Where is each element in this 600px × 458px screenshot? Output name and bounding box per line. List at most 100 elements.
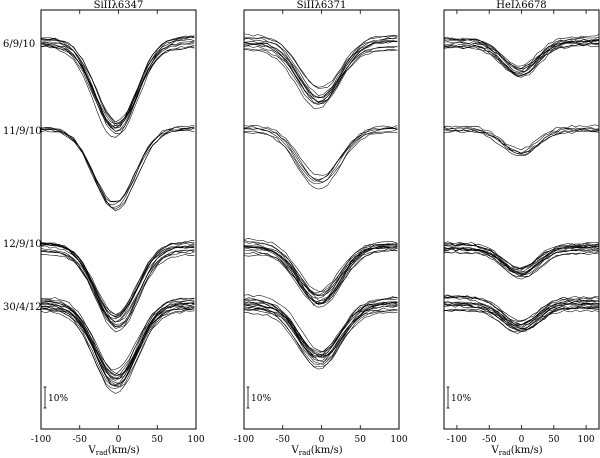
profile-0-2-3 — [40, 249, 195, 333]
profile-2-3-3 — [443, 309, 600, 335]
profile-2-2-10 — [444, 243, 600, 270]
profile-0-1-2 — [40, 127, 195, 203]
profile-0-2-12 — [40, 241, 195, 317]
profile-1-2-0 — [243, 249, 398, 305]
profile-2-0-11 — [443, 34, 600, 67]
profile-2-1-1 — [443, 129, 600, 155]
x-tick-label-0-2: 0 — [116, 435, 122, 445]
profile-0-2-5 — [40, 245, 195, 323]
profile-0-3-11 — [40, 302, 195, 386]
profile-1-0-5 — [243, 41, 398, 103]
profile-1-1-1 — [243, 129, 398, 184]
profile-1-2-4 — [243, 245, 398, 304]
profile-0-0-3 — [40, 42, 195, 129]
x-axis-label-2: Vrad(km/s) — [491, 445, 543, 457]
profile-1-3-7 — [243, 302, 398, 363]
profile-2-3-15 — [443, 294, 600, 321]
profile-1-0-10 — [243, 36, 398, 96]
profile-1-3-2 — [243, 308, 398, 370]
profile-1-1-0 — [243, 131, 398, 190]
profile-0-3-15 — [40, 300, 195, 381]
profile-2-2-1 — [443, 251, 600, 277]
profile-2-2-13 — [443, 241, 600, 271]
profile-0-3-0 — [40, 307, 195, 389]
x-tick-label-2-0: -100 — [447, 435, 467, 445]
profile-0-2-2 — [40, 248, 195, 328]
profile-0-3-9 — [40, 303, 195, 387]
profile-1-0-3 — [243, 45, 398, 103]
x-tick-label-0-1: -50 — [73, 435, 88, 445]
profile-1-0-7 — [243, 38, 398, 99]
profile-0-1-5 — [40, 124, 195, 208]
profile-1-3-0 — [243, 311, 398, 367]
profile-1-3-12 — [243, 297, 398, 358]
panel-title-2: HeIλ6678 — [496, 0, 546, 11]
profile-0-0-5 — [40, 38, 195, 127]
profile-2-2-3 — [443, 246, 600, 274]
profile-0-2-13 — [40, 240, 195, 315]
x-axis-label-main: V — [88, 445, 97, 456]
profile-1-0-2 — [243, 44, 398, 99]
profile-2-2-8 — [443, 245, 600, 273]
profile-2-3-12 — [443, 296, 599, 326]
x-axis-label-0: Vrad(km/s) — [88, 445, 140, 457]
scale-bar-label-2: 10% — [451, 394, 471, 404]
profile-2-0-5 — [443, 39, 600, 74]
x-tick-label-2-4: 100 — [577, 435, 594, 445]
profile-1-0-6 — [243, 40, 398, 104]
x-axis-label-unit: (km/s) — [108, 445, 140, 456]
profile-0-0-6 — [40, 40, 195, 132]
profile-2-3-14 — [443, 296, 599, 322]
panel-2: HeIλ6678 -100 -50 0 50 100 Vrad(km/s) 10% — [443, 0, 600, 457]
x-tick-label-0-3: 50 — [152, 435, 164, 445]
profile-0-2-11 — [40, 243, 195, 318]
profile-1-3-13 — [243, 298, 398, 356]
profile-1-0-9 — [243, 34, 398, 89]
date-label-1: 11/9/10 — [3, 126, 42, 137]
profile-1-2-13 — [243, 238, 398, 292]
x-axis-label-sub: rad — [499, 449, 512, 457]
profile-0-1-3 — [40, 126, 195, 206]
profile-2-1-4 — [443, 126, 599, 155]
x-tick-label-2-2: 0 — [519, 435, 525, 445]
profile-1-2-8 — [243, 246, 398, 299]
profile-1-2-7 — [243, 243, 398, 296]
profile-0-1-1 — [40, 128, 195, 212]
profile-0-0-2 — [40, 45, 195, 125]
profile-2-2-4 — [443, 247, 600, 276]
profile-2-1-2 — [443, 129, 600, 154]
profile-1-3-9 — [243, 301, 398, 354]
profile-0-3-14 — [40, 297, 195, 377]
profile-2-3-2 — [443, 305, 600, 331]
profile-0-3-12 — [40, 299, 195, 370]
x-tick-label-1-4: 100 — [390, 435, 407, 445]
profile-2-1-5 — [443, 124, 600, 151]
profile-0-0-10 — [40, 35, 195, 129]
profile-2-0-8 — [444, 38, 600, 73]
profile-2-1-0 — [443, 130, 600, 157]
panel-frame-2 — [443, 9, 600, 430]
profile-2-0-6 — [443, 39, 600, 72]
profile-1-3-15 — [243, 294, 398, 353]
x-tick-label-2-1: -50 — [482, 435, 497, 445]
x-tick-label-1-1: -50 — [276, 435, 291, 445]
profile-0-3-2 — [40, 310, 195, 394]
profile-1-1-3 — [244, 127, 398, 183]
panel-frame-1 — [243, 9, 400, 430]
x-tick-label-2-3: 50 — [548, 435, 560, 445]
profile-0-0-1 — [40, 44, 195, 134]
profile-0-0-4 — [40, 41, 195, 127]
profile-2-0-2 — [443, 42, 599, 76]
profile-1-0-4 — [243, 40, 398, 104]
x-axis-label-main: V — [491, 445, 500, 456]
profile-0-0-11 — [40, 35, 195, 123]
profile-1-1-4 — [243, 126, 398, 180]
profile-0-0-7 — [41, 36, 195, 132]
x-axis-label-sub: rad — [96, 449, 109, 457]
panel-frame-0 — [40, 9, 197, 430]
x-tick-label-0-4: 100 — [187, 435, 204, 445]
profile-2-3-8 — [443, 303, 600, 329]
x-tick-label-0-0: -100 — [31, 435, 51, 445]
profile-1-0-0 — [243, 48, 398, 109]
